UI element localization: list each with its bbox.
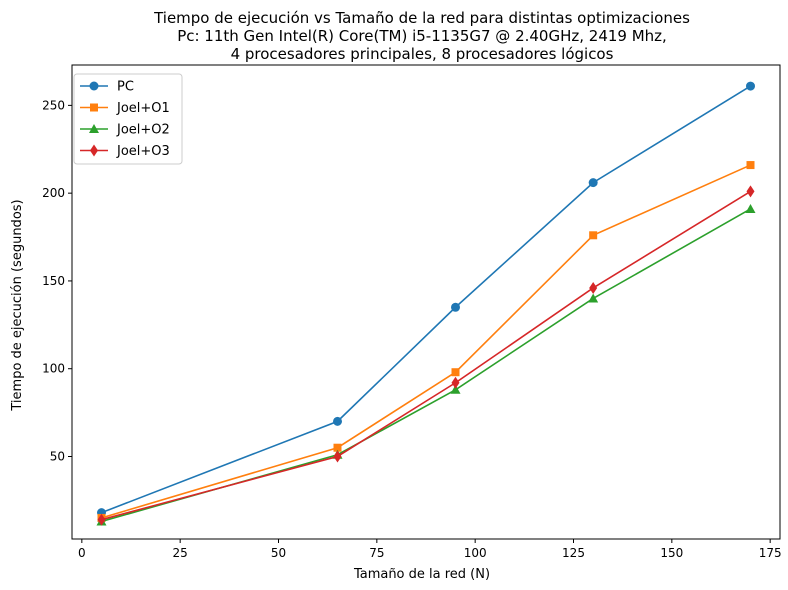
legend-swatch-marker — [90, 144, 98, 157]
legend-item: Joel+O1 — [80, 101, 170, 116]
x-axis: 0 25 50 75 100 125 150 175 — [78, 539, 782, 560]
data-point — [333, 443, 342, 452]
x-tick-label: 0 — [78, 546, 86, 560]
legend-label: Joel+O3 — [116, 144, 170, 159]
series-joel-o1 — [97, 161, 755, 522]
data-point — [588, 293, 599, 303]
data-point — [451, 368, 460, 377]
data-point — [97, 513, 106, 526]
legend-item: Joel+O2 — [80, 123, 170, 138]
legend: PC Joel+O1 Joel+O2 Joel+O3 — [73, 73, 183, 165]
x-axis-label: Tamaño de la red (N) — [353, 567, 490, 582]
legend-box — [73, 73, 183, 165]
chart-title-line-1: Tiempo de ejecución vs Tamaño de la red … — [153, 9, 690, 27]
chart-title-line-2: Pc: 11th Gen Intel(R) Core(TM) i5-1135G7… — [177, 27, 667, 45]
legend-swatch-marker — [89, 81, 99, 91]
y-tick-label: 200 — [42, 186, 65, 200]
plot-area: 0 25 50 75 100 125 150 175 50 100 150 200 250 PC Joel+… — [42, 64, 782, 560]
x-tick-label: 50 — [271, 546, 286, 560]
data-point — [746, 81, 755, 91]
legend-item: PC — [80, 80, 134, 95]
x-tick-label: 125 — [562, 546, 585, 560]
data-point — [451, 302, 460, 312]
data-point — [746, 161, 755, 170]
data-point — [589, 231, 598, 240]
y-axis: 50 100 150 200 250 — [42, 98, 72, 463]
chart-title: Tiempo de ejecución vs Tamaño de la red … — [153, 9, 690, 63]
legend-label: PC — [117, 80, 134, 95]
data-point — [588, 178, 598, 188]
y-tick-label: 100 — [42, 362, 65, 376]
legend-swatch-marker — [89, 124, 99, 133]
data-point — [745, 203, 756, 213]
y-axis-label: Tiempo de ejecución (segundos) — [10, 199, 25, 411]
plot-frame — [71, 64, 781, 540]
legend-item: Joel+O3 — [80, 144, 170, 159]
x-tick-label: 100 — [464, 546, 487, 560]
series-line — [101, 85, 751, 514]
legend-label: Joel+O2 — [116, 123, 170, 138]
series-line — [101, 164, 751, 519]
series-joel-o3 — [97, 185, 755, 526]
y-tick-label: 150 — [42, 274, 65, 288]
data-point — [333, 416, 342, 426]
x-tick-label: 75 — [369, 546, 384, 560]
series-line — [101, 190, 751, 521]
data-point — [589, 281, 598, 294]
legend-swatch-marker — [90, 103, 98, 112]
x-tick-label: 25 — [173, 546, 188, 560]
data-point — [746, 185, 755, 198]
series-pc — [97, 81, 755, 518]
x-tick-label: 150 — [660, 546, 683, 560]
data-point — [333, 450, 342, 463]
chart-title-line-3: 4 procesadores principales, 8 procesador… — [231, 45, 614, 63]
data-point — [450, 384, 461, 394]
y-tick-label: 250 — [42, 98, 65, 112]
legend-label: Joel+O1 — [116, 101, 170, 116]
y-tick-label: 50 — [50, 449, 65, 463]
data-point — [451, 376, 460, 389]
x-tick-label: 175 — [759, 546, 782, 560]
